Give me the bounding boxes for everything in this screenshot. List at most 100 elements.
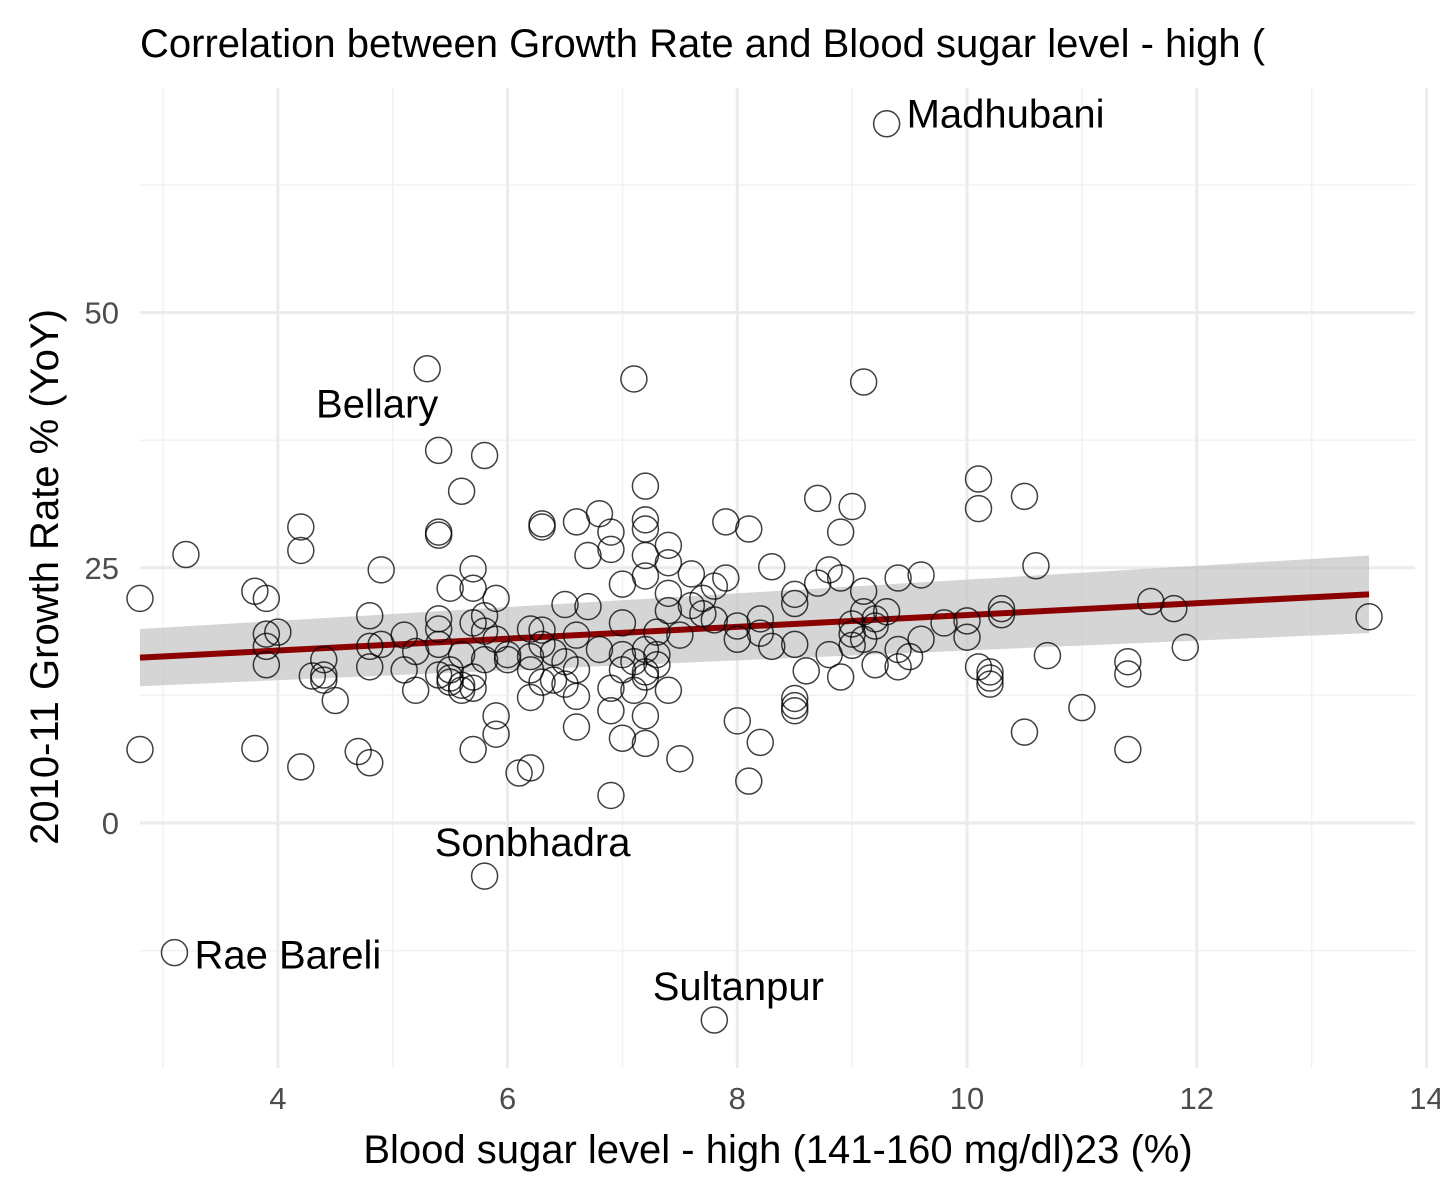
data-point [631, 506, 660, 534]
data-point [861, 651, 889, 679]
data-point [631, 729, 660, 758]
data-point [849, 577, 878, 606]
data-point [367, 630, 395, 659]
data-point [287, 513, 315, 541]
data-point [344, 737, 372, 766]
data-point [447, 477, 476, 505]
data-point [780, 696, 809, 725]
y-axis-ticks: 0 25 50 [85, 296, 119, 841]
point-label: Sonbhadra [435, 821, 631, 865]
data-point [780, 589, 809, 618]
data-point [551, 590, 579, 619]
trend-line-path [139, 591, 1370, 661]
data-point [895, 642, 924, 671]
data-point [597, 674, 625, 702]
data-point [976, 658, 1004, 686]
data-point [872, 109, 901, 138]
data-points [126, 109, 1383, 1034]
data-point [493, 640, 522, 669]
data-point [803, 484, 832, 513]
point-label: Madhubani [907, 93, 1105, 137]
data-point [1033, 641, 1062, 670]
y-tick-label: 50 [85, 296, 119, 331]
y-axis-title: 2010-11 Growth Rate % (YoY) [23, 309, 67, 845]
data-point [367, 556, 395, 584]
data-point [1355, 603, 1383, 631]
data-point [160, 938, 189, 967]
data-point [505, 759, 533, 787]
data-point [1114, 647, 1142, 676]
data-point [758, 632, 786, 661]
data-point [516, 683, 545, 712]
x-tick-label: 10 [950, 1081, 984, 1116]
data-point [976, 670, 1004, 698]
data-point [1068, 693, 1096, 722]
chart-title: Correlation between Growth Rate and Bloo… [140, 22, 1266, 66]
data-point [631, 541, 660, 570]
data-point [482, 720, 510, 748]
data-point [447, 640, 476, 669]
data-point [562, 713, 591, 741]
data-point [907, 561, 935, 589]
point-label: Bellary [316, 383, 438, 427]
data-point [447, 671, 476, 699]
x-tick-label: 4 [269, 1081, 286, 1116]
data-point [780, 580, 809, 609]
data-point [172, 540, 200, 569]
data-point [803, 569, 832, 597]
data-point [355, 632, 384, 661]
data-point [608, 570, 637, 598]
data-point [516, 754, 545, 782]
data-point [310, 645, 338, 674]
data-point [447, 676, 476, 705]
data-point [1022, 552, 1050, 580]
data-point [252, 584, 281, 613]
data-point [964, 494, 993, 523]
trend-line [139, 591, 1370, 661]
y-tick-label: 0 [102, 806, 119, 841]
data-point [252, 651, 281, 679]
data-point [310, 661, 338, 689]
data-point [758, 553, 786, 581]
data-point [838, 492, 866, 521]
x-axis-title: Blood sugar level - high (141-160 mg/dl)… [363, 1128, 1192, 1172]
data-point [826, 564, 855, 592]
data-point [826, 518, 855, 546]
data-point [884, 564, 912, 592]
data-point [126, 735, 154, 764]
data-point [482, 702, 510, 730]
point-label: Sultanpur [653, 965, 824, 1009]
data-point [401, 676, 430, 705]
data-point [987, 594, 1016, 623]
data-point [470, 645, 499, 674]
data-point [780, 630, 809, 659]
data-point [413, 354, 441, 383]
data-point [424, 615, 453, 643]
data-point [780, 684, 809, 713]
data-point [700, 606, 729, 634]
data-point [1114, 735, 1142, 764]
data-point [953, 623, 981, 651]
data-point [643, 618, 671, 646]
data-point [987, 601, 1016, 629]
data-point [620, 676, 648, 705]
data-point [826, 663, 855, 691]
data-point [287, 753, 315, 781]
data-point [528, 616, 556, 644]
data-point [780, 691, 809, 720]
data-point [631, 702, 660, 730]
data-point [654, 531, 683, 560]
data-point [1010, 482, 1039, 511]
data-point [792, 657, 820, 685]
point-label: Rae Bareli [194, 934, 381, 978]
y-tick-label: 25 [85, 551, 119, 586]
data-point [287, 536, 315, 565]
data-point [321, 686, 350, 715]
data-point [493, 645, 522, 674]
data-point [424, 436, 453, 465]
data-point [712, 508, 740, 536]
data-point [585, 499, 614, 528]
data-point [666, 621, 694, 649]
data-point [516, 615, 545, 643]
